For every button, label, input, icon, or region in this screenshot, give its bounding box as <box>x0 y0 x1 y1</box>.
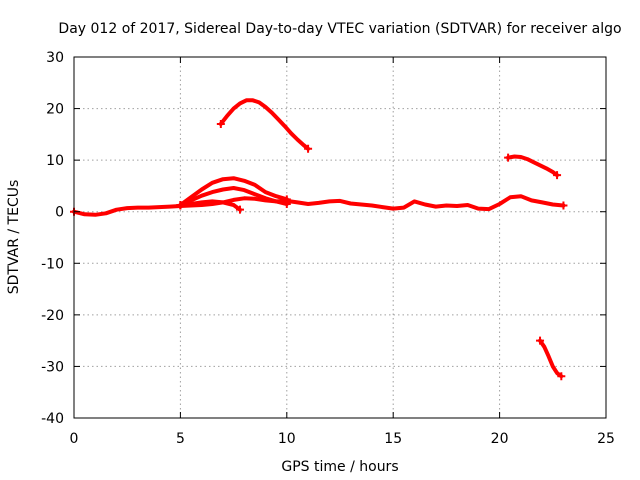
series-drop-marker <box>536 336 545 345</box>
series-layer <box>70 98 568 381</box>
y-tick-label: -20 <box>41 308 64 324</box>
plot-frame <box>73 56 607 419</box>
series-peak-arc <box>218 98 311 151</box>
series-drop <box>538 338 564 379</box>
tick-layer: 0 5 10 15 20 25 -40 -30 -20 -10 0 10 20 30 <box>41 50 615 447</box>
x-tick-label: 20 <box>491 431 509 447</box>
y-tick-label: 10 <box>46 153 64 169</box>
series-arc-high-marker <box>176 201 185 210</box>
x-axis-label: GPS time / hours <box>281 459 398 475</box>
x-tick-label: 10 <box>278 431 296 447</box>
series-baseline <box>72 194 566 217</box>
series-arc-low <box>178 199 242 212</box>
series-drop-marker <box>557 372 566 381</box>
y-tick-label: -40 <box>41 411 64 427</box>
series-arc-mid <box>178 186 289 207</box>
y-tick-label: 30 <box>46 50 64 66</box>
y-tick-label: -10 <box>41 256 64 272</box>
grid-layer <box>74 57 606 418</box>
series-arc-high-marker <box>282 195 291 204</box>
series-late-arc-marker <box>504 153 513 162</box>
chart-title: Day 012 of 2017, Sidereal Day-to-day VTE… <box>58 21 621 37</box>
series-late-arc-marker <box>553 171 562 180</box>
y-tick-label: 0 <box>55 205 64 221</box>
series-arc-high <box>178 176 289 207</box>
x-tick-label: 25 <box>597 431 615 447</box>
y-tick-label: -30 <box>41 359 64 375</box>
series-baseline-marker <box>559 201 568 210</box>
series-late-arc <box>506 154 560 178</box>
x-tick-label: 15 <box>384 431 402 447</box>
series-arc-low-marker <box>235 205 244 214</box>
series-peak-arc-marker <box>216 120 225 129</box>
x-tick-label: 0 <box>70 431 79 447</box>
y-axis-label: SDTVAR / TECUs <box>6 180 22 295</box>
x-tick-label: 5 <box>176 431 185 447</box>
series-peak-arc-marker <box>304 144 313 153</box>
y-tick-label: 20 <box>46 102 64 118</box>
